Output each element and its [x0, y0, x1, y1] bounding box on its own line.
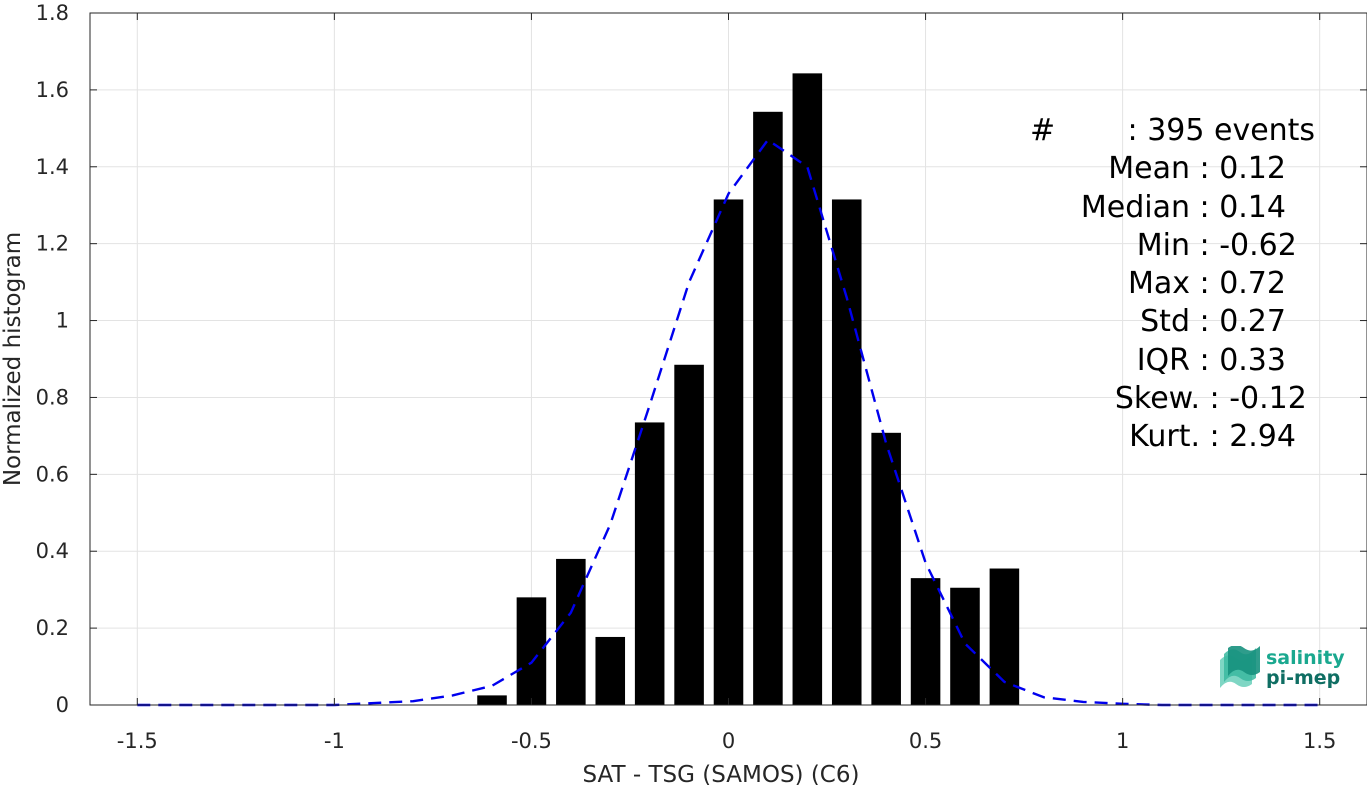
- x-tick-label: 0.5: [909, 729, 942, 753]
- stat-row: Std : 0.27: [960, 303, 1286, 341]
- axes-frame: [89, 12, 1367, 706]
- stat-separator: :: [1190, 227, 1220, 263]
- y-tick-label: 0.2: [36, 616, 69, 640]
- stat-row: # : 395 events: [960, 112, 1315, 150]
- histogram-bar: [674, 364, 704, 705]
- stat-separator: :: [1118, 113, 1148, 148]
- stat-separator: :: [1190, 266, 1220, 302]
- stat-key: #: [1030, 113, 1056, 148]
- stat-value: 395 events: [1147, 113, 1316, 148]
- y-tick-label: 0.4: [36, 539, 69, 563]
- x-tick-label: 0: [722, 729, 735, 753]
- stat-value: 0.33: [1219, 342, 1286, 378]
- stat-separator: :: [1190, 189, 1220, 225]
- x-tick-label: -1: [324, 729, 345, 753]
- y-tick-label: 1: [56, 309, 69, 333]
- histogram-bar: [477, 695, 507, 705]
- stat-key: Min: [1136, 227, 1190, 263]
- x-tick-label: -0.5: [511, 729, 552, 753]
- histogram-bar: [556, 558, 586, 705]
- y-tick-label: 1.4: [36, 155, 69, 179]
- stat-row: Skew. : -0.12: [960, 380, 1307, 418]
- statistics-box: # : 395 events Mean : 0.12 Median : 0.14 Mi…: [960, 112, 1315, 457]
- stat-row: Kurt. : 2.94: [960, 418, 1296, 456]
- stat-value: 0.72: [1219, 266, 1286, 302]
- logo-line-pimep: pi-mep: [1266, 667, 1341, 689]
- y-axis-label: Normalized histogram: [0, 232, 26, 486]
- x-tick-label: -1.5: [117, 729, 158, 753]
- stat-key: Kurt.: [1129, 419, 1200, 455]
- waves-icon: [1220, 646, 1260, 688]
- histogram-bar: [989, 568, 1020, 705]
- stat-row: Mean : 0.12: [960, 150, 1286, 188]
- x-tick-label: 1.5: [1303, 729, 1336, 753]
- stat-row: Median : 0.14: [960, 189, 1286, 227]
- stat-value: 0.14: [1219, 189, 1286, 225]
- stat-row: IQR : 0.33: [960, 342, 1286, 380]
- y-tick-label: 0.6: [36, 462, 69, 486]
- y-tick-label: 1.2: [36, 232, 69, 256]
- stat-separator: :: [1200, 419, 1230, 455]
- x-tick-label: 1: [1116, 729, 1129, 753]
- y-tick-label: 0: [56, 693, 69, 717]
- histogram-bar: [910, 578, 941, 705]
- stat-row: Min : -0.62: [960, 227, 1297, 265]
- stat-row: Max : 0.72: [960, 265, 1286, 303]
- stat-key: Max: [1127, 266, 1190, 302]
- stat-key: Std: [1140, 304, 1190, 340]
- stat-value: -0.12: [1229, 381, 1307, 417]
- bar-series: [477, 73, 1020, 705]
- stat-key: Median: [1080, 189, 1190, 225]
- y-tick-label: 1.6: [36, 78, 69, 102]
- histogram-bar: [634, 422, 665, 705]
- stat-key: IQR: [1136, 342, 1190, 378]
- x-axis-label: SAT - TSG (SAMOS) (C6): [583, 762, 860, 785]
- histogram-bar: [753, 111, 783, 705]
- histogram-bar: [792, 73, 823, 705]
- stat-value: 0.12: [1219, 151, 1286, 187]
- stat-key: Skew.: [1114, 381, 1200, 417]
- stat-separator: :: [1190, 304, 1220, 340]
- y-tick-label: 1.8: [36, 1, 69, 25]
- stat-value: 2.94: [1229, 419, 1296, 455]
- salinity-pi-mep-logo: salinity pi-mep: [1216, 646, 1346, 694]
- tick-labels: -1.5 -1 -0.5 0 0.5 1 1.5 0 0.2 0.4 0.6 0.8 1 1.2 1.4 1.…: [36, 1, 1337, 753]
- histogram-bar: [831, 199, 862, 705]
- stat-separator: :: [1200, 381, 1230, 417]
- histogram-bar: [713, 199, 744, 705]
- stat-value: -0.62: [1219, 227, 1297, 263]
- stat-separator: :: [1190, 342, 1220, 378]
- histogram-bar: [950, 587, 980, 705]
- stat-separator: :: [1190, 151, 1220, 187]
- logo-line-salinity: salinity: [1266, 647, 1345, 669]
- histogram-bar: [516, 597, 547, 705]
- y-tick-label: 0.8: [36, 385, 69, 409]
- stat-value: 0.27: [1219, 304, 1286, 340]
- histogram-bar: [595, 636, 626, 705]
- histogram-bar: [871, 432, 901, 705]
- stat-key: Mean: [1108, 151, 1190, 187]
